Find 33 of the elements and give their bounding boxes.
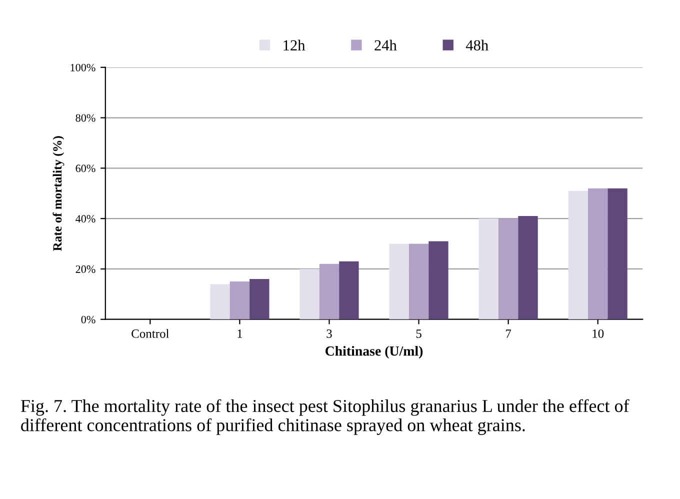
bar [498, 218, 518, 320]
y-tick-label: 20% [76, 265, 96, 273]
bar [210, 284, 230, 320]
legend-label: 48h [466, 40, 488, 51]
bar [608, 188, 628, 320]
y-tick-label: 40% [76, 215, 96, 223]
bar [319, 264, 340, 320]
x-tick-label: 10 [592, 329, 604, 338]
bar [518, 216, 538, 320]
caption: Fig. 7. The mortality rate of the insect pest Sitophilus granarius L under the effect of different concentrations of purified chitinase sprayed on wheat grains. [20, 399, 630, 435]
x-tick-label: 7 [506, 330, 512, 338]
bar [250, 279, 270, 320]
bar [339, 261, 359, 320]
bar [588, 188, 608, 320]
y-axis-title: Rate of mortality (%) [52, 136, 64, 251]
bar [300, 268, 320, 320]
bar [428, 241, 448, 320]
y-tick-label: 60% [76, 164, 96, 172]
bar [568, 190, 588, 320]
y-tick-label: 100% [70, 64, 96, 72]
x-tick-label: 3 [326, 329, 332, 338]
bar [408, 244, 429, 320]
bar [230, 282, 250, 320]
legend-label: 24h [374, 40, 397, 50]
y-tick-label: 0% [81, 316, 96, 324]
x-tick-label: Control [132, 329, 170, 338]
bar [389, 244, 409, 320]
x-tick-label: 1 [238, 330, 242, 338]
x-axis-title: Chitinase (U/ml) [325, 346, 423, 359]
x-tick-label: 5 [416, 330, 422, 338]
legend-label: 12h [284, 40, 306, 50]
bar [478, 218, 498, 320]
y-tick-label: 80% [76, 114, 96, 122]
